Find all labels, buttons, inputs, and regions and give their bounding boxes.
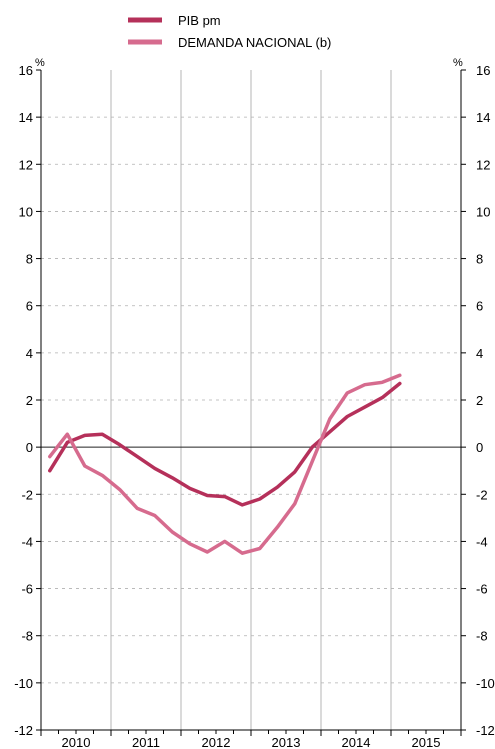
y-tick-label-left: -10 bbox=[14, 676, 33, 691]
y-tick-label-left: -2 bbox=[21, 487, 33, 502]
y-tick-label-left: 16 bbox=[19, 63, 33, 78]
y-tick-label-right: 14 bbox=[476, 110, 490, 125]
x-tick-label: 2011 bbox=[132, 735, 160, 749]
legend-label-demanda: DEMANDA NACIONAL (b) bbox=[178, 35, 331, 50]
y-tick-label-left: -6 bbox=[21, 582, 33, 597]
plot-area: -12 -12 -10 -10 -8 -8 -6 -6 -4 -4 -2 -2 0 0 2 2 4 4 6 6 8 8 10… bbox=[14, 63, 495, 749]
y-tick-label-right: -6 bbox=[476, 582, 488, 597]
y-tick-label-left: -8 bbox=[21, 629, 33, 644]
x-tick-label: 2010 bbox=[62, 735, 91, 749]
y-tick-label-right: 0 bbox=[476, 440, 483, 455]
x-tick-label: 2013 bbox=[272, 735, 301, 749]
y-tick-label-right: 12 bbox=[476, 157, 490, 172]
y-tick-label-left: 14 bbox=[19, 110, 33, 125]
y-tick-label-right: 6 bbox=[476, 299, 483, 314]
y-tick-label-left: 0 bbox=[26, 440, 33, 455]
y-tick-label-left: 10 bbox=[19, 204, 33, 219]
y-tick-label-right: -12 bbox=[476, 723, 495, 738]
legend: PIB pm DEMANDA NACIONAL (b) bbox=[128, 13, 331, 50]
y-unit-left: % bbox=[35, 57, 45, 69]
y-unit-right: % bbox=[453, 57, 463, 69]
legend-label-pib: PIB pm bbox=[178, 13, 221, 28]
y-tick-label-right: 10 bbox=[476, 204, 490, 219]
y-tick-label-right: -4 bbox=[476, 534, 488, 549]
y-tick-label-right: -2 bbox=[476, 487, 488, 502]
x-tick-label: 2012 bbox=[202, 735, 231, 749]
y-tick-label-right: 2 bbox=[476, 393, 483, 408]
y-tick-label-left: -12 bbox=[14, 723, 33, 738]
y-tick-label-right: 16 bbox=[476, 63, 490, 78]
y-tick-label-right: -10 bbox=[476, 676, 495, 691]
series-line-demanda bbox=[48, 373, 402, 555]
y-tick-label-left: 12 bbox=[19, 157, 33, 172]
series-line-pib bbox=[48, 381, 402, 507]
y-tick-label-right: 8 bbox=[476, 252, 483, 267]
y-tick-label-left: 2 bbox=[26, 393, 33, 408]
y-tick-label-left: 4 bbox=[26, 346, 33, 361]
y-tick-label-left: 8 bbox=[26, 252, 33, 267]
y-tick-label-left: -4 bbox=[21, 534, 33, 549]
y-tick-label-right: -8 bbox=[476, 629, 488, 644]
y-tick-label-right: 4 bbox=[476, 346, 483, 361]
x-tick-label: 2014 bbox=[342, 735, 371, 749]
y-tick-label-left: 6 bbox=[26, 299, 33, 314]
x-tick-label: 2015 bbox=[412, 735, 441, 749]
